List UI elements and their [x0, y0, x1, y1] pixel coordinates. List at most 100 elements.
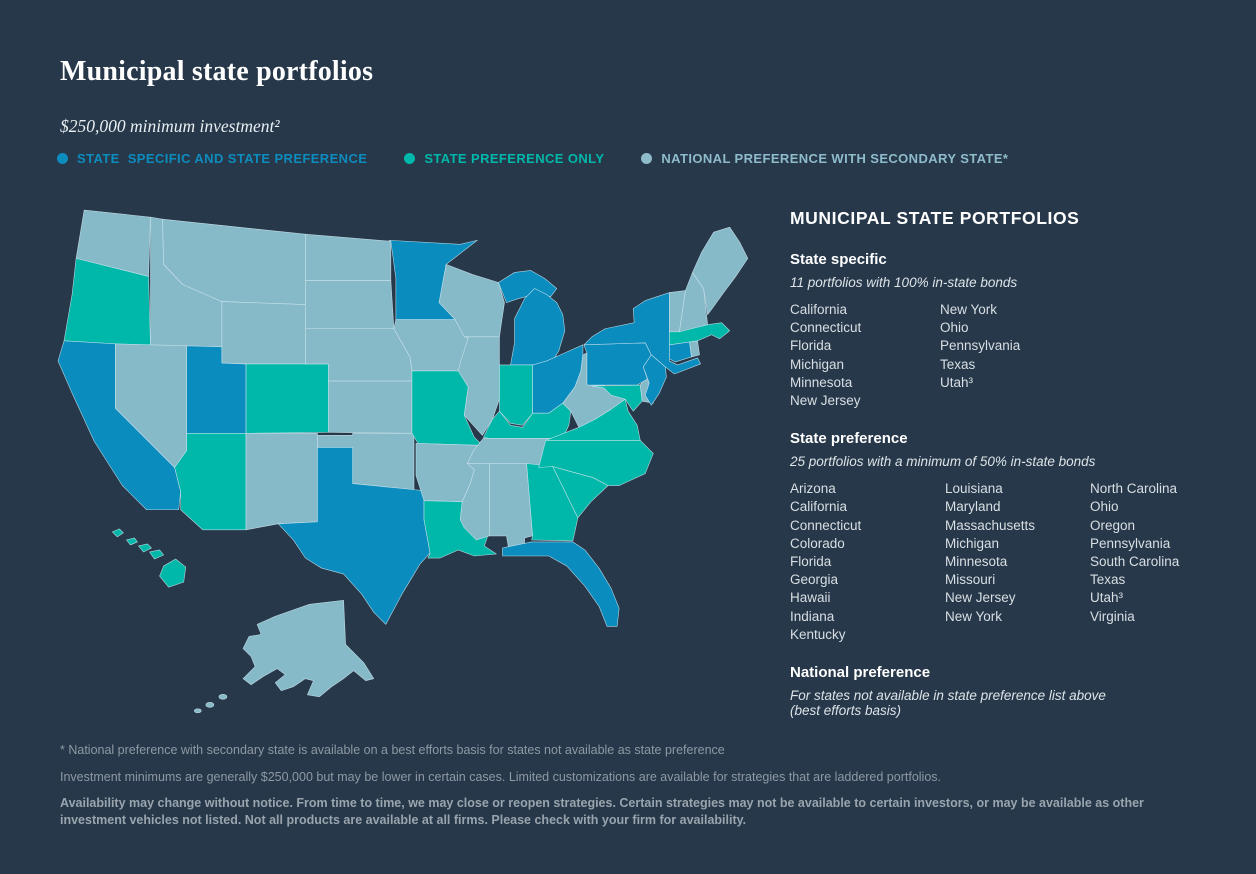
state-nc [538, 440, 654, 486]
state-mi-lower [510, 288, 566, 366]
section-heading: State specific [790, 251, 887, 268]
state-columns: Arizona California Connecticut Colorado Flor… [790, 480, 1235, 644]
state-list-item: Colorado [790, 535, 845, 551]
us-map [56, 193, 780, 738]
legend-dot-icon [404, 153, 416, 164]
state-list-item: New York [940, 302, 998, 317]
state-list-item: California [790, 302, 848, 317]
state-list-item: Connecticut [790, 517, 862, 533]
state-hi-oahu [126, 537, 138, 546]
state-wy [221, 301, 306, 365]
state-nj [642, 354, 667, 406]
legend-label: STATE SPECIFIC AND STATE PREFERENCE [77, 151, 368, 166]
state-ak-island [218, 693, 228, 700]
page-title: Municipal state portfolios [60, 56, 374, 87]
state-list-item: Ohio [1090, 499, 1119, 515]
state-list-item: California [790, 499, 848, 515]
panel-sections: State specific 11 portfolios with 100% in… [790, 251, 1235, 718]
legend-item-national: NATIONAL PREFERENCE WITH SECONDARY STATE… [641, 151, 1008, 166]
state-list-item: Oregon [1090, 517, 1136, 533]
state-hi-molokai [138, 543, 152, 553]
state-list-item: South Carolina [1090, 554, 1180, 570]
section-subtitle: 25 portfolios with a minimum of 50% in-s… [790, 454, 1096, 470]
state-wi [438, 264, 505, 338]
state-ks [328, 380, 413, 434]
state-nh [679, 272, 708, 333]
state-column-2: New York Ohio Pennsylvania Texas Utah³ [940, 301, 1160, 410]
state-list-item: Michigan [945, 535, 1000, 551]
legend-item-preference: STATE PREFERENCE ONLY [404, 151, 604, 166]
legend-label: NATIONAL PREFERENCE WITH SECONDARY STATE… [661, 151, 1009, 166]
state-list-item: Maryland [945, 499, 1001, 515]
state-list-item: Utah³ [940, 374, 974, 390]
state-hi-maui [149, 549, 164, 560]
state-list-item: Utah³ [1090, 590, 1124, 606]
footnote-3: Availability may change without notice. … [60, 796, 1144, 827]
section-state-preference: State preference 25 portfolios with a min… [790, 430, 1235, 644]
state-in [499, 364, 533, 426]
state-me [692, 226, 749, 315]
section-national-preference: National preference For states not availa… [790, 664, 1235, 718]
legend-dot-icon [57, 153, 68, 164]
legend-dot-icon [641, 153, 653, 164]
state-list-item: Minnesota [945, 554, 1008, 570]
state-list-item: Hawaii [790, 590, 831, 606]
state-list-item: Pennsylvania [940, 338, 1021, 354]
section-state-specific: State specific 11 portfolios with 100% in… [790, 251, 1235, 410]
portfolio-panel: MUNICIPAL STATE PORTFOLIOS State specifi… [790, 208, 1235, 738]
state-list-item: Ohio [940, 320, 969, 336]
state-list-item: Missouri [945, 572, 996, 588]
state-column-3: North Carolina Ohio Oregon Pennsylvania Sout… [1090, 480, 1235, 644]
state-list-item: Virginia [1090, 608, 1135, 624]
state-ct [669, 341, 692, 363]
state-list-item: Minnesota [790, 374, 853, 390]
state-column-1: Arizona California Connecticut Colorado Flor… [790, 480, 945, 644]
state-fl [502, 541, 620, 627]
state-list-item: New York [945, 608, 1003, 624]
state-ak-island [205, 702, 215, 708]
state-tx [277, 447, 431, 625]
footnote-1: * National preference with secondary sta… [60, 743, 725, 757]
state-list-item: Arizona [790, 481, 836, 497]
us-map-svg [57, 209, 749, 714]
state-list-item: Texas [1090, 572, 1126, 588]
panel-title: MUNICIPAL STATE PORTFOLIOS [790, 208, 1080, 228]
state-nd [305, 233, 392, 281]
state-list-item: Pennsylvania [1090, 535, 1171, 551]
state-hi-kauai [112, 528, 124, 538]
state-list-item: Michigan [790, 356, 845, 372]
footnotes: * National preference with secondary sta… [60, 742, 1205, 838]
state-ak-island [193, 708, 202, 714]
state-co [245, 363, 329, 434]
section-subtitle: 11 portfolios with 100% in-state bonds [790, 275, 1018, 290]
state-sd [305, 280, 395, 330]
legend-item-specific: STATE SPECIFIC AND STATE PREFERENCE [57, 151, 367, 166]
state-pa [583, 342, 652, 386]
page-subtitle: $250,000 minimum investment² [60, 116, 280, 136]
state-column-1: California Connecticut Florida Michigan Minn… [790, 301, 940, 410]
footnote-2: Investment minimums are generally $250,0… [60, 769, 941, 784]
state-list-item: New Jersey [790, 393, 861, 409]
state-hi-big-island [159, 558, 187, 588]
state-list-item: Louisiana [945, 481, 1003, 497]
state-list-item: Texas [940, 356, 976, 372]
state-al [489, 463, 533, 549]
section-heading: National preference [790, 664, 931, 682]
state-ri [689, 340, 700, 358]
state-column-2: Louisiana Maryland Massachusetts Michigan Mi… [945, 480, 1090, 644]
state-list-item: New Jersey [945, 590, 1016, 606]
section-subtitle: For states not available in state prefer… [790, 688, 1106, 719]
state-columns: California Connecticut Florida Michigan Minn… [790, 301, 1235, 410]
state-list-item: Massachusetts [945, 517, 1036, 533]
state-list-item: Indiana [790, 608, 835, 624]
state-list-item: Kentucky [790, 626, 846, 642]
state-ma [669, 322, 731, 346]
state-list-item: Connecticut [790, 320, 862, 336]
state-list-item: Florida [790, 338, 832, 354]
state-ak [242, 599, 375, 698]
state-list-item: Georgia [790, 572, 839, 588]
state-list-item: North Carolina [1090, 481, 1178, 497]
state-nm [245, 433, 318, 531]
legend-label: STATE PREFERENCE ONLY [424, 151, 605, 166]
